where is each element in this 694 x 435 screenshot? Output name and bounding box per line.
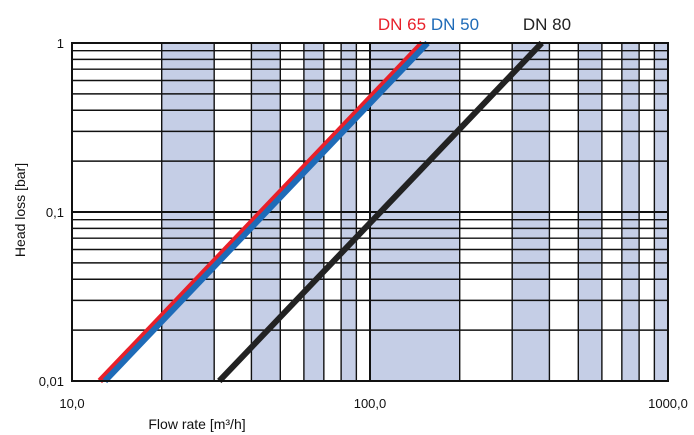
- series-lines: [97, 40, 544, 384]
- series-label: DN 80: [523, 15, 571, 34]
- y-axis-label: Head loss [bar]: [12, 163, 28, 257]
- tick-labels: 10,0 100,0 1000,0 0,01 0,1 1: [39, 36, 688, 411]
- series-labels: DN 65 DN 50 DN 80: [378, 15, 571, 34]
- y-tick-label: 0,1: [46, 205, 64, 220]
- y-tick-label: 0,01: [39, 374, 64, 389]
- y-tick-label: 1: [57, 36, 64, 51]
- plot-border: [71, 42, 669, 382]
- x-axis-label: Flow rate [m³/h]: [148, 416, 245, 432]
- series-label: DN 65: [378, 15, 426, 34]
- grid-lines: [72, 43, 668, 381]
- x-tick-label: 100,0: [354, 396, 387, 411]
- plot-frame: [71, 42, 669, 382]
- x-tick-label: 1000,0: [648, 396, 688, 411]
- series-line: [97, 40, 425, 384]
- series-line: [102, 40, 430, 384]
- x-tick-label: 10,0: [59, 396, 84, 411]
- series-label: DN 50: [431, 15, 479, 34]
- series-line: [217, 40, 544, 384]
